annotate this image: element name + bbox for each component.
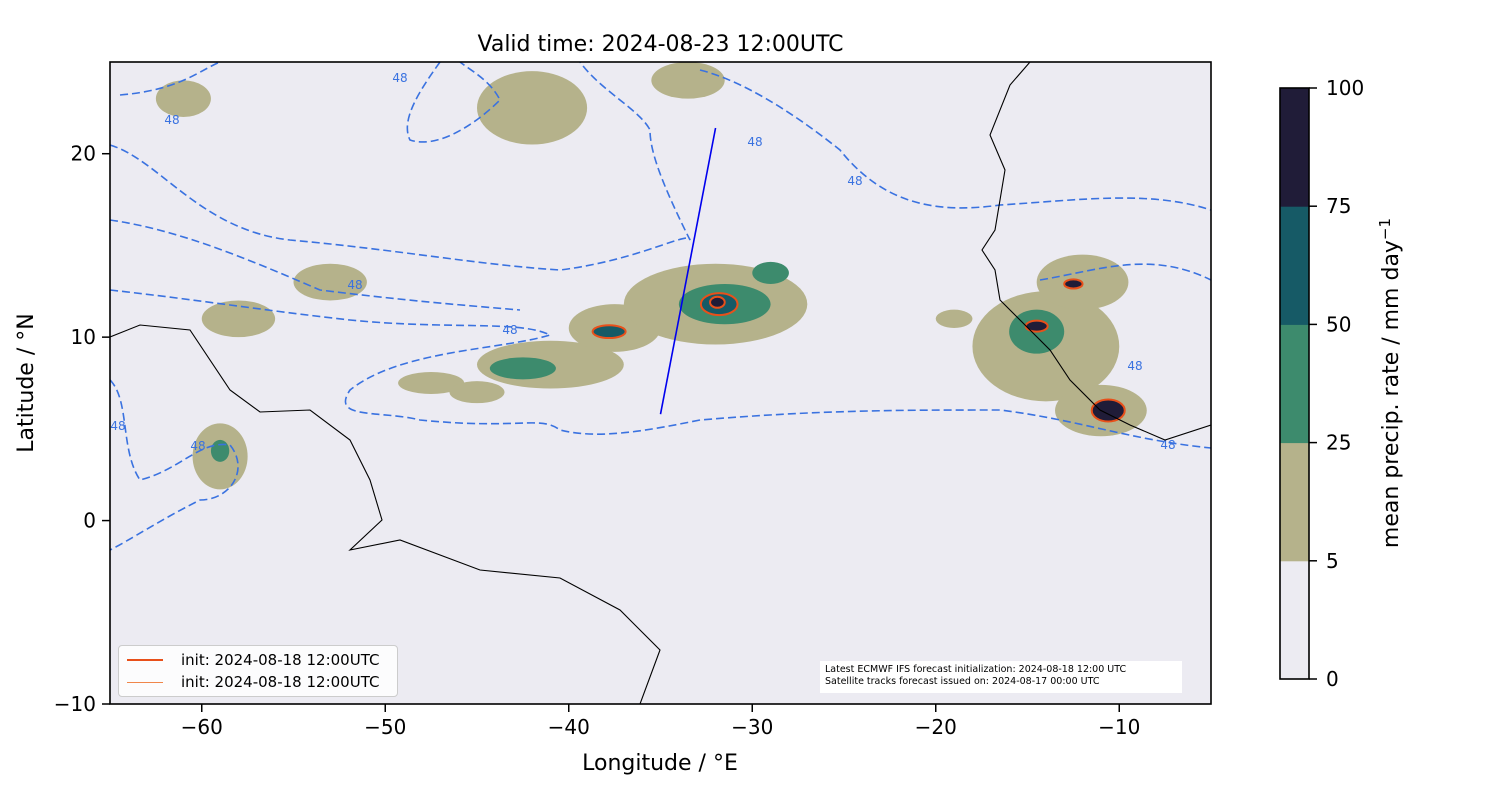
y-tick-label: 20 bbox=[71, 142, 96, 166]
colorbar-tick-label: 50 bbox=[1326, 312, 1351, 336]
plot-frame bbox=[109, 61, 1212, 705]
y-tick-label: 10 bbox=[71, 325, 96, 349]
colorbar-tick-label: 0 bbox=[1326, 667, 1339, 691]
precip-cell bbox=[201, 300, 276, 338]
contour-label: 48 bbox=[502, 323, 517, 337]
y-tick-label: 0 bbox=[83, 509, 96, 533]
legend-line-swatch bbox=[127, 659, 163, 661]
x-tick-label: −10 bbox=[1098, 715, 1140, 739]
contour-line bbox=[119, 62, 221, 96]
chart-title: Valid time: 2024-08-23 12:00UTC bbox=[477, 32, 844, 57]
contour-label: 48 bbox=[747, 135, 762, 149]
annotation-line: Satellite tracks forecast issued on: 202… bbox=[825, 676, 1100, 687]
contour-label: 48 bbox=[164, 113, 179, 127]
coastlines bbox=[110, 62, 1211, 704]
x-axis-ticks: −60 −50 −40 −30 −20 −10 bbox=[181, 704, 1140, 739]
satellite-track-line bbox=[659, 127, 717, 415]
precip-cell bbox=[935, 309, 973, 328]
precip-cell bbox=[398, 371, 465, 395]
precip-cell bbox=[1024, 319, 1049, 333]
colorbar-tick-label: 25 bbox=[1326, 431, 1351, 455]
y-tick-label: −10 bbox=[54, 692, 96, 716]
precip-cell bbox=[449, 381, 505, 404]
colorbar-tick-label: 75 bbox=[1326, 194, 1351, 218]
x-tick-label: −50 bbox=[364, 715, 406, 739]
precip-cell bbox=[1090, 398, 1126, 423]
y-axis-label: Latitude / °N bbox=[14, 313, 39, 452]
contour-label: 48 bbox=[1160, 438, 1175, 452]
coastline-south-america bbox=[110, 324, 661, 704]
precip-cell bbox=[155, 80, 211, 118]
precip-cell bbox=[752, 261, 789, 284]
precip-cell bbox=[489, 357, 556, 380]
legend: init: 2024-08-18 12:00UTC init: 2024-08-… bbox=[118, 645, 398, 697]
precip-cell bbox=[477, 71, 588, 145]
colorbar: 0 5 25 50 75 100 bbox=[1279, 76, 1364, 691]
contour-line bbox=[110, 219, 521, 311]
colorbar-tick-label: 100 bbox=[1326, 76, 1364, 100]
annotation-box: Latest ECMWF IFS forecast initialization… bbox=[820, 661, 1182, 693]
precip-cell bbox=[651, 62, 725, 99]
contour-line bbox=[699, 69, 1211, 211]
colorbar-segment bbox=[1280, 206, 1309, 325]
contour-line bbox=[1039, 263, 1211, 281]
precip-cell bbox=[1063, 278, 1084, 290]
contour-line bbox=[110, 289, 1211, 449]
colorbar-segment bbox=[1280, 442, 1309, 562]
precip-cell bbox=[709, 295, 726, 309]
legend-entry: init: 2024-08-18 12:00UTC bbox=[127, 650, 379, 670]
colorbar-label: mean precip. rate / mm day−1 bbox=[1376, 218, 1404, 548]
legend-label: init: 2024-08-18 12:00UTC bbox=[181, 673, 380, 691]
contour-label: 48 bbox=[110, 419, 125, 433]
x-axis-label: Longitude / °E bbox=[582, 751, 738, 776]
contour-label: 48 bbox=[847, 174, 862, 188]
colorbar-segment bbox=[1280, 88, 1309, 207]
annotation-line: Latest ECMWF IFS forecast initialization… bbox=[825, 664, 1127, 675]
legend-line-swatch bbox=[127, 681, 163, 683]
precip-cell bbox=[591, 324, 627, 340]
x-tick-label: −40 bbox=[548, 715, 590, 739]
colorbar-frame bbox=[1279, 87, 1310, 680]
colorbar-segment bbox=[1280, 560, 1309, 680]
contour-48-lines bbox=[110, 62, 1211, 551]
contour-line bbox=[110, 62, 691, 271]
precip-cell bbox=[210, 439, 230, 462]
colorbar-segment bbox=[1280, 324, 1309, 444]
contour-label: 48 bbox=[1127, 359, 1142, 373]
contour-label: 48 bbox=[392, 71, 407, 85]
contour-label: 48 bbox=[347, 278, 362, 292]
x-tick-label: −30 bbox=[731, 715, 773, 739]
y-axis-ticks: −10 0 10 20 bbox=[54, 142, 110, 716]
contour-line bbox=[406, 62, 501, 143]
colorbar-tick-label: 5 bbox=[1326, 549, 1339, 573]
contour-labels: 48 48 48 48 48 48 48 48 48 48 bbox=[110, 71, 1175, 453]
precip-cell bbox=[293, 263, 367, 301]
legend-entry: init: 2024-08-18 12:00UTC bbox=[127, 672, 379, 692]
x-tick-label: −60 bbox=[181, 715, 223, 739]
coastline-africa bbox=[981, 62, 1211, 441]
legend-label: init: 2024-08-18 12:00UTC bbox=[181, 651, 380, 669]
contour-label: 48 bbox=[190, 439, 205, 453]
x-tick-label: −20 bbox=[915, 715, 957, 739]
